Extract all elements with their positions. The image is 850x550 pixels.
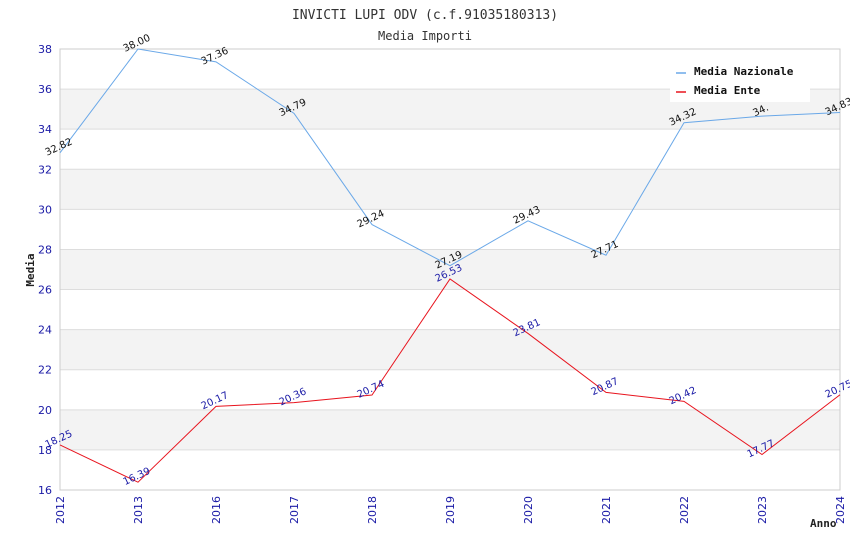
y-tick-label: 24	[38, 324, 52, 337]
data-label-media-nazionale: 38.00	[122, 33, 153, 55]
chart-title: INVICTI LUPI ODV (c.f.91035180313)	[292, 8, 558, 23]
data-label-media-ente: 20.42	[668, 385, 699, 407]
x-axis-title: Anno	[810, 517, 837, 530]
legend: Media Nazionale Media Ente	[670, 60, 810, 102]
y-tick-label: 16	[38, 484, 52, 497]
series-line-media-ente	[59, 278, 841, 483]
grid-band	[60, 249, 840, 290]
data-label-media-nazionale: 29.24	[356, 208, 387, 230]
y-tick-label: 32	[38, 163, 52, 176]
x-tick-label: 2017	[288, 496, 301, 524]
x-tick-label: 2020	[522, 496, 535, 524]
x-tick-label: 2024	[834, 496, 847, 524]
data-label-media-nazionale: 32.82	[44, 137, 75, 159]
x-tick-label: 2023	[756, 496, 769, 524]
plot-area-frame	[59, 48, 841, 491]
grid-band	[60, 409, 840, 450]
y-axis-title: Media	[24, 253, 37, 286]
y-tick-label: 30	[38, 203, 52, 216]
x-tick-label: 2018	[366, 496, 379, 524]
y-tick-label: 18	[38, 444, 52, 457]
chart-subtitle: Media Importi	[378, 29, 472, 43]
x-axis-ticks: 2012 2013 2016 2017 2018 2019 2020 2021 2022 2023…	[54, 496, 847, 524]
x-tick-label: 2012	[54, 496, 67, 524]
grid-band	[60, 329, 840, 370]
x-tick-label: 2021	[600, 496, 613, 524]
y-tick-label: 34	[38, 123, 52, 136]
y-tick-label: 20	[38, 404, 52, 417]
data-label-media-ente: 20.87	[590, 376, 621, 398]
x-tick-label: 2016	[210, 496, 223, 524]
x-tick-label: 2019	[444, 496, 457, 524]
data-label-media-ente: 20.36	[278, 386, 309, 408]
y-tick-label: 26	[38, 284, 52, 297]
grid-band	[60, 169, 840, 210]
series-layer	[59, 48, 841, 483]
y-tick-label: 22	[38, 364, 52, 377]
data-label-media-ente: 20.17	[200, 390, 231, 412]
data-label-media-ente: 16.39	[122, 466, 153, 488]
x-tick-label: 2013	[132, 496, 145, 524]
y-tick-label: 38	[38, 43, 52, 56]
y-tick-label: 36	[38, 83, 52, 96]
x-tick-label: 2022	[678, 496, 691, 524]
y-tick-label: 28	[38, 243, 52, 256]
legend-box	[670, 60, 810, 102]
data-label-media-ente: 20.74	[356, 379, 387, 401]
y-axis-ticks: 16 18 20 22 24 26 28 30 32 34 36 38	[38, 43, 52, 497]
grid-bands	[60, 89, 840, 450]
series-line-media-nazionale	[59, 48, 841, 267]
legend-label-media-ente: Media Ente	[694, 84, 761, 97]
legend-label-media-nazionale: Media Nazionale	[694, 65, 794, 78]
